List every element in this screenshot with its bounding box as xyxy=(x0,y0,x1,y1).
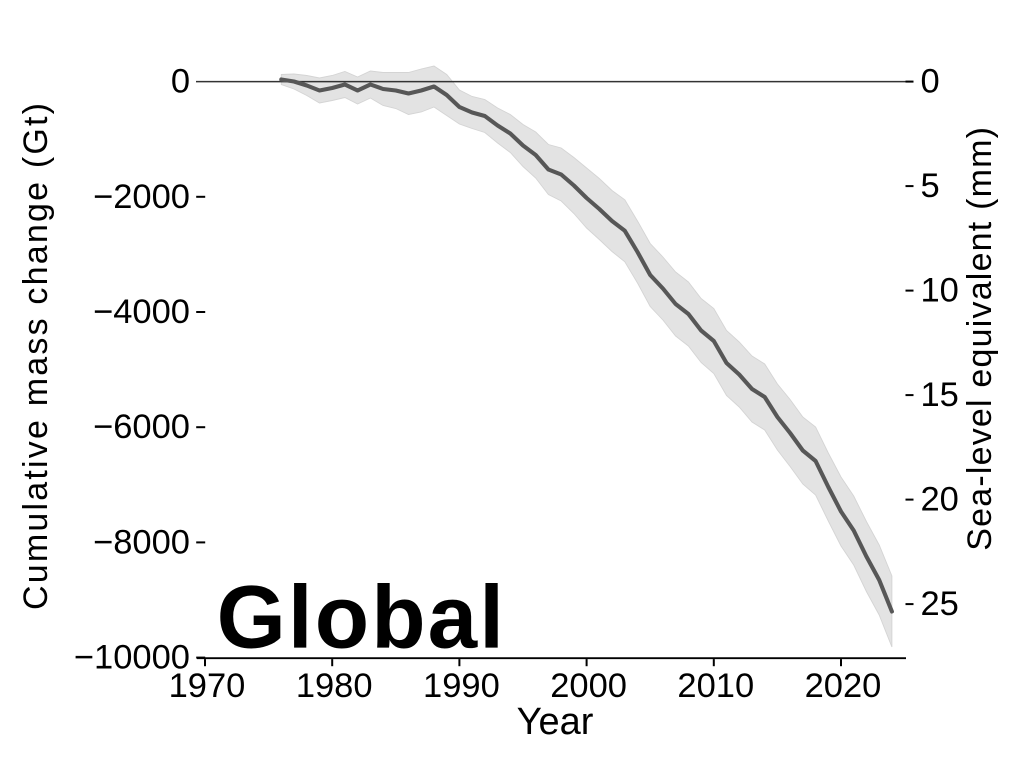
svg-text:5: 5 xyxy=(921,167,940,205)
svg-text:2010: 2010 xyxy=(677,667,754,705)
svg-text:2020: 2020 xyxy=(805,667,882,705)
svg-text:Global: Global xyxy=(217,567,507,667)
svg-text:Cumulative mass change (Gt): Cumulative mass change (Gt) xyxy=(17,101,55,610)
svg-text:Year: Year xyxy=(517,701,594,743)
svg-text:1990: 1990 xyxy=(423,667,500,705)
svg-text:1970: 1970 xyxy=(169,667,246,705)
svg-text:−10000: −10000 xyxy=(74,639,190,677)
svg-text:Sea-level equivalent (mm): Sea-level equivalent (mm) xyxy=(961,126,999,551)
svg-text:2000: 2000 xyxy=(550,667,627,705)
svg-text:−6000: −6000 xyxy=(93,408,190,446)
svg-text:0: 0 xyxy=(171,63,190,101)
svg-text:10: 10 xyxy=(921,272,959,310)
svg-text:−4000: −4000 xyxy=(93,293,190,331)
svg-text:20: 20 xyxy=(921,481,959,519)
svg-text:15: 15 xyxy=(921,376,959,414)
svg-text:−8000: −8000 xyxy=(93,523,190,561)
svg-text:−2000: −2000 xyxy=(93,178,190,216)
svg-text:0: 0 xyxy=(921,63,940,101)
svg-text:1980: 1980 xyxy=(296,667,373,705)
svg-text:25: 25 xyxy=(921,585,959,623)
